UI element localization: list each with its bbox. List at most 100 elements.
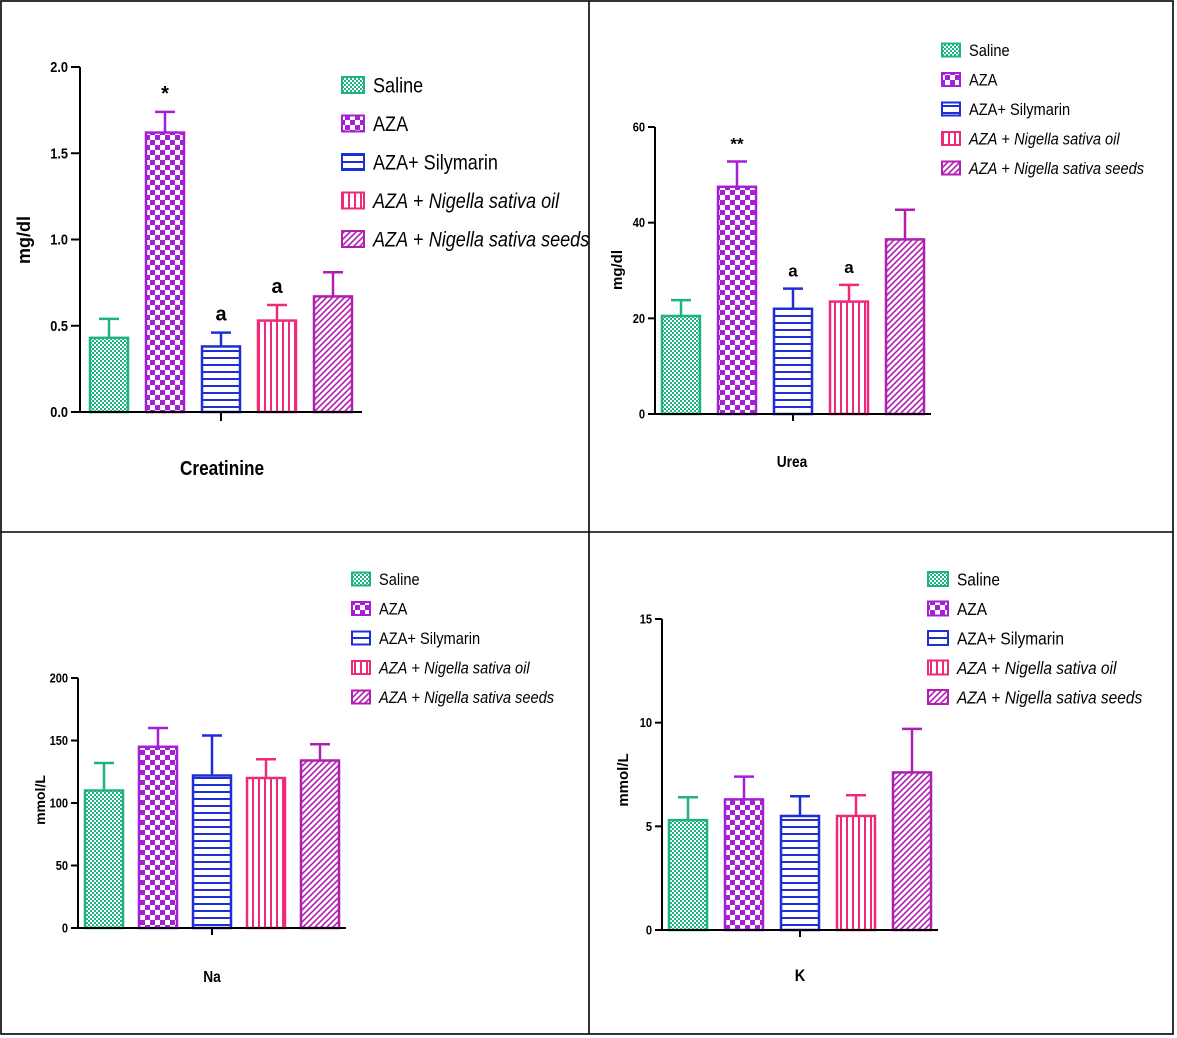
annotation-aza: **: [730, 134, 744, 153]
bar-seeds: [884, 238, 926, 416]
legend-label-seeds: AZA + Nigella sativa seeds: [372, 228, 589, 252]
legend-swatch-silymarin: [927, 630, 949, 646]
legend: Saline AZA AZA+ Silymarin AZA + Nigella sat…: [351, 571, 554, 707]
legend-swatch-saline: [927, 571, 949, 587]
y-tick-label: 1.0: [50, 231, 68, 248]
y-tick-label: 40: [633, 215, 646, 230]
y-tick-label: 5: [646, 819, 652, 834]
y-axis-label: mmol/L: [32, 775, 48, 825]
legend-label-saline: Saline: [373, 74, 423, 98]
legend: Saline AZA AZA+ Silymarin AZA + Nigella sat…: [927, 569, 1143, 708]
bar-oil: [245, 776, 287, 930]
legend-swatch-aza: [351, 601, 371, 616]
legend-label-seeds: AZA + Nigella sativa seeds: [378, 689, 554, 707]
y-tick-label: 2.0: [50, 58, 68, 75]
y-tick-label: 100: [50, 796, 69, 811]
legend-label-silymarin: AZA+ Silymarin: [957, 628, 1064, 648]
annotation-silymarin: a: [215, 304, 227, 326]
legend-swatch-oil: [341, 191, 365, 210]
chart-title: Urea: [777, 453, 808, 471]
legend-swatch-seeds: [941, 160, 961, 176]
y-axis-label: mg/dl: [14, 216, 34, 264]
legend-label-oil: AZA + Nigella sativa oil: [956, 658, 1117, 678]
bar-oil: [256, 319, 298, 414]
y-tick-label: 0.0: [50, 403, 68, 420]
chart-title: K: [795, 967, 806, 985]
y-tick-label: 150: [50, 733, 69, 748]
bar-silymarin: [779, 814, 821, 932]
legend-label-oil: AZA + Nigella sativa oil: [968, 131, 1120, 149]
bar-saline: [88, 336, 130, 414]
bar-silymarin: [772, 307, 814, 416]
bar-oil: [835, 814, 877, 932]
annotation-oil: a: [844, 258, 854, 277]
y-tick-label: 0: [646, 923, 652, 938]
annotation-aza: *: [161, 83, 169, 105]
y-tick-label: 50: [56, 858, 69, 873]
legend-swatch-oil: [941, 131, 961, 146]
legend-swatch-aza: [927, 600, 949, 617]
legend-swatch-seeds: [351, 689, 371, 705]
legend-swatch-saline: [351, 571, 371, 587]
chart-title: Na: [203, 968, 221, 986]
legend-swatch-seeds: [341, 230, 365, 248]
bar-seeds: [312, 295, 354, 414]
y-tick-label: 0.5: [50, 317, 68, 334]
y-axis-label: mmol/L: [615, 753, 632, 806]
bar-aza: [144, 131, 186, 414]
bar-silymarin: [191, 774, 233, 930]
legend-label-saline: Saline: [379, 571, 420, 589]
legend-label-seeds: AZA + Nigella sativa seeds: [968, 160, 1144, 178]
y-tick-label: 10: [640, 715, 653, 730]
panel-creatinine: * a a 0.0 0.5 1.0 1.5 2.0 mg/dl Creatinine Saline A…: [14, 58, 589, 479]
panel-urea: ** a a 0 20 40 60 mg/dl Urea Saline AZA AZA+ Silyma…: [609, 42, 1144, 471]
panel-na: 0 50 100 150 200 mmol/L Na Saline AZA AZA+ Silyma…: [32, 571, 554, 986]
y-axis-label: mg/dl: [609, 250, 626, 290]
legend: Saline AZA AZA+ Silymarin AZA + Nigella sat…: [341, 74, 589, 252]
legend-label-silymarin: AZA+ Silymarin: [373, 151, 498, 175]
chart-title: Creatinine: [180, 457, 264, 480]
legend-swatch-aza: [941, 72, 961, 87]
bar-oil: [828, 300, 870, 416]
legend-label-oil: AZA + Nigella sativa oil: [372, 190, 560, 214]
y-tick-label: 0: [639, 407, 645, 422]
bar-seeds: [299, 759, 341, 930]
legend-swatch-saline: [341, 76, 365, 94]
y-tick-label: 15: [640, 612, 653, 627]
annotation-silymarin: a: [788, 262, 798, 281]
legend-label-aza: AZA: [969, 72, 998, 90]
bar-aza: [137, 745, 179, 930]
legend-swatch-silymarin: [351, 630, 371, 646]
legend-label-saline: Saline: [957, 569, 1000, 589]
panel-k: 0 5 10 15 mmol/L K Saline AZA AZA+ Silymarin AZA …: [615, 569, 1143, 985]
bar-aza: [723, 798, 765, 932]
y-tick-label: 0: [62, 921, 68, 936]
y-tick-label: 200: [50, 671, 69, 686]
legend-label-oil: AZA + Nigella sativa oil: [378, 660, 530, 678]
legend-label-aza: AZA: [373, 113, 409, 137]
y-tick-label: 1.5: [50, 144, 68, 161]
legend-swatch-oil: [927, 659, 949, 676]
bar-saline: [667, 818, 709, 932]
bar-saline: [83, 789, 125, 930]
legend: Saline AZA AZA+ Silymarin AZA + Nigella sat…: [941, 42, 1144, 178]
legend-label-aza: AZA: [957, 599, 988, 619]
legend-swatch-aza: [341, 114, 365, 133]
legend-swatch-seeds: [927, 689, 949, 705]
bar-seeds: [891, 771, 933, 932]
bar-aza: [716, 185, 758, 416]
legend-label-silymarin: AZA+ Silymarin: [969, 101, 1070, 119]
y-tick-label: 20: [633, 311, 646, 326]
legend-swatch-saline: [941, 42, 961, 58]
legend-label-saline: Saline: [969, 42, 1010, 60]
y-tick-label: 60: [633, 120, 646, 135]
legend-label-silymarin: AZA+ Silymarin: [379, 630, 480, 648]
bar-silymarin: [200, 345, 242, 414]
legend-label-seeds: AZA + Nigella sativa seeds: [956, 687, 1143, 707]
legend-swatch-oil: [351, 660, 371, 675]
legend-swatch-silymarin: [941, 101, 961, 117]
legend-label-aza: AZA: [379, 601, 408, 619]
bar-saline: [660, 314, 702, 416]
